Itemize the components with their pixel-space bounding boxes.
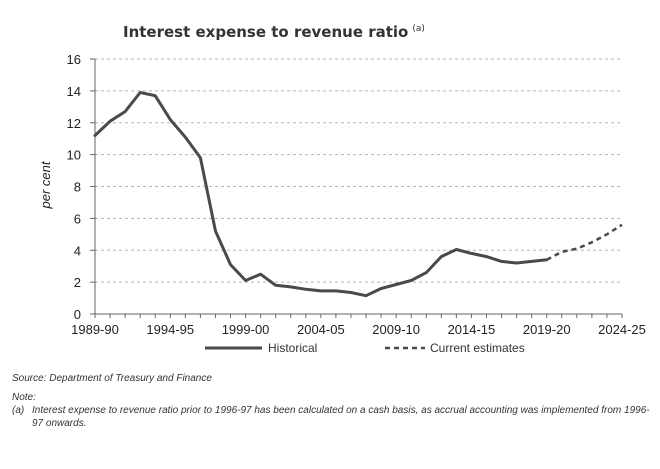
y-tick-label-14: 14 [67,84,81,99]
footnote-a: (a) Interest expense to revenue ratio pr… [12,404,652,430]
x-tick-labels: 1989-90 1994-95 1999-00 2004-05 2009-10 2014-… [71,322,646,337]
y-tick-label-0: 0 [74,307,81,322]
x-tick-label-1989-90: 1989-90 [71,322,119,337]
y-tick-labels: 0 2 4 6 8 10 12 14 16 [67,52,81,322]
x-tick-label-1999-00: 1999-00 [222,322,270,337]
y-tick-label-8: 8 [74,180,81,195]
legend: Historical Current estimates [205,341,525,355]
y-axis-label: per cent [38,160,53,209]
x-tick-label-1994-95: 1994-95 [146,322,194,337]
y-tick-label-12: 12 [67,116,81,131]
note-label: Note: [12,392,36,403]
legend-historical-label: Historical [268,341,317,355]
footnote-mark: (a) [12,405,25,416]
x-tick-label-2024-25: 2024-25 [598,322,646,337]
y-tick-label-10: 10 [67,148,81,163]
axes [90,58,623,318]
y-tick-label-4: 4 [74,243,81,258]
chart-title: Interest expense to revenue ratio (a) [123,23,425,41]
series-line-current-estimates [546,223,623,261]
y-tick-label-2: 2 [74,275,81,290]
footnote-text: Interest expense to revenue ratio prior … [32,405,650,429]
chart-title-superscript: (a) [412,24,425,34]
legend-estimates-label: Current estimates [430,341,525,355]
source-note: Source: Department of Treasury and Finan… [12,373,212,384]
chart: Interest expense to revenue ratio (a) per… [38,23,646,355]
x-tick-label-2014-15: 2014-15 [448,322,496,337]
series-line-historical [93,91,549,298]
chart-title-main: Interest expense to revenue ratio [123,23,408,41]
gridlines [95,58,622,283]
y-tick-label-16: 16 [67,52,81,67]
x-tick-label-2004-05: 2004-05 [297,322,345,337]
x-tick-label-2009-10: 2009-10 [372,322,420,337]
x-tick-label-2019-20: 2019-20 [523,322,571,337]
chart-notes: Source: Department of Treasury and Finan… [12,372,652,430]
y-tick-label-6: 6 [74,211,81,226]
series-lines [93,91,623,298]
